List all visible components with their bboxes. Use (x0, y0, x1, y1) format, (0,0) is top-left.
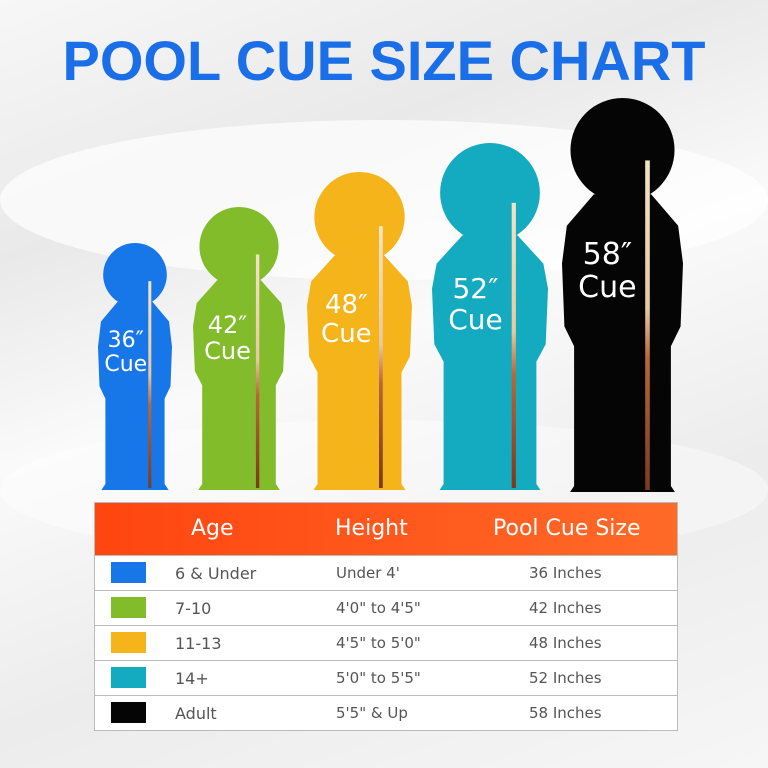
height-cell: 5'5" & Up (336, 704, 408, 722)
cue-word-label: Cue (104, 352, 148, 378)
height-cell: 4'5" to 5'0" (336, 634, 421, 652)
height-cell: 5'0" to 5'5" (336, 669, 421, 687)
color-swatch (111, 667, 146, 688)
cue-size-cell: 58 Inches (529, 704, 602, 722)
cue-size-label: 52″ (452, 271, 499, 305)
header-cue-size: Pool Cue Size (493, 516, 641, 541)
size-table: Age Height Pool Cue Size 6 & Under Under… (94, 502, 678, 731)
pool-cue-icon (511, 202, 516, 488)
figure-silhouette (193, 207, 285, 490)
cue-size-label: 42″ (207, 310, 248, 339)
table-row: 14+ 5'0" to 5'5" 52 Inches (95, 660, 677, 695)
figure-silhouette (307, 172, 412, 490)
figure-silhouette (562, 98, 683, 492)
table-row: 11-13 4'5" to 5'0" 48 Inches (95, 625, 677, 660)
age-cell: 14+ (175, 669, 209, 688)
cue-size-label: 58″ (582, 236, 633, 272)
color-swatch (111, 702, 146, 723)
table-row: Adult 5'5" & Up 58 Inches (95, 695, 677, 730)
color-swatch (111, 597, 146, 618)
pool-cue-icon (645, 160, 650, 490)
cue-size-cell: 36 Inches (529, 564, 602, 582)
cue-word-label: Cue (204, 336, 251, 365)
height-cell: Under 4' (336, 564, 400, 582)
cue-word-label: Cue (321, 318, 372, 349)
table-header: Age Height Pool Cue Size (95, 503, 677, 555)
age-cell: 7-10 (175, 599, 212, 618)
figure-silhouette (432, 143, 548, 490)
color-swatch (111, 562, 146, 583)
figure-silhouette (98, 243, 172, 490)
age-cell: 6 & Under (175, 564, 257, 583)
cue-word-label: Cue (578, 269, 637, 305)
age-cell: 11-13 (175, 634, 222, 653)
figure-5: 58″ Cue (562, 98, 683, 492)
pool-cue-icon (148, 281, 152, 488)
pool-cue-icon (255, 254, 260, 488)
cue-word-label: Cue (448, 302, 503, 336)
header-height: Height (335, 516, 408, 541)
pool-cue-icon (379, 226, 383, 488)
page-title: POOL CUE SIZE CHART (62, 29, 706, 92)
color-swatch (111, 632, 146, 653)
figure-4: 52″ Cue (432, 143, 548, 490)
figure-1: 36″ Cue (98, 243, 172, 490)
cue-size-cell: 42 Inches (529, 599, 602, 617)
age-cell: Adult (175, 704, 217, 723)
table-row: 7-10 4'0" to 4'5" 42 Inches (95, 590, 677, 625)
height-cell: 4'0" to 4'5" (336, 599, 421, 617)
cue-size-label: 48″ (324, 289, 368, 320)
figure-3: 48″ Cue (307, 172, 412, 490)
cue-size-cell: 48 Inches (529, 634, 602, 652)
figure-2: 42″ Cue (193, 207, 285, 490)
header-age: Age (191, 516, 234, 541)
cue-size-cell: 52 Inches (529, 669, 602, 687)
cue-size-label: 36″ (107, 327, 144, 353)
table-row: 6 & Under Under 4' 36 Inches (95, 555, 677, 590)
